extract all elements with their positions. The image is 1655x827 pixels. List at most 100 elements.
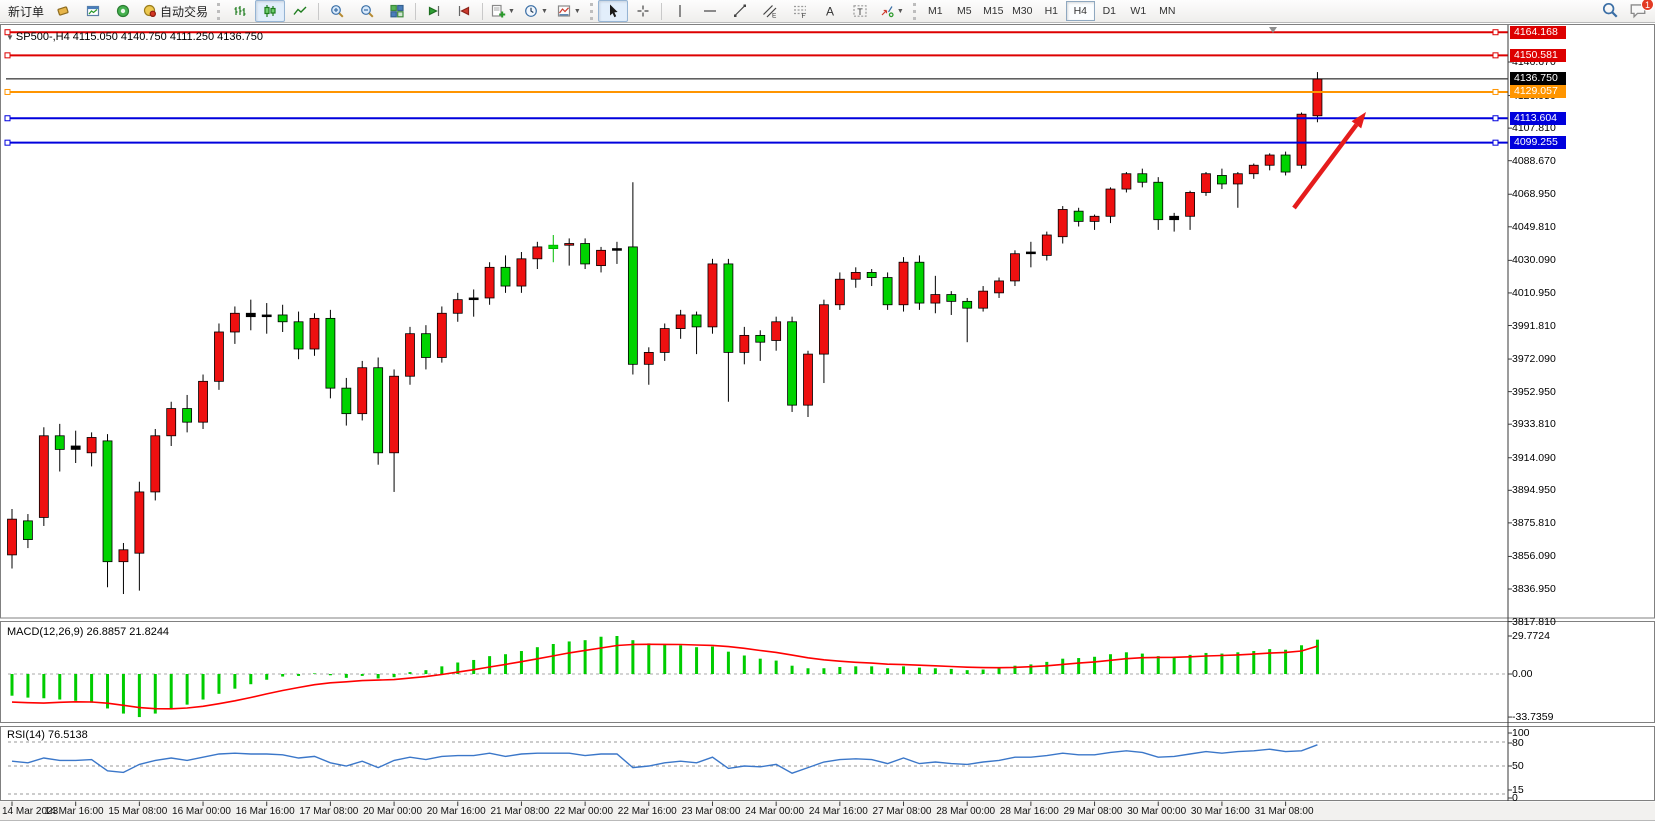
svg-text:T: T xyxy=(857,7,863,17)
macd-histogram xyxy=(10,635,1319,718)
line-handle[interactable] xyxy=(1492,88,1499,95)
main-toolbar: 新订单 自动交易 ▼ ▼ ▼ E F A T ▼ M1 M5 M15 M30 H1 H4 D1 W1 MN 1 xyxy=(0,0,1655,23)
timeframe-button-m15[interactable]: M15 xyxy=(983,5,1004,17)
line-handle[interactable] xyxy=(1492,139,1499,146)
chevron-down-icon: ▼ xyxy=(573,7,581,15)
line-chart-icon-button[interactable] xyxy=(285,0,315,22)
vline-icon xyxy=(679,5,681,17)
horizontal-line-icon-button[interactable] xyxy=(695,0,725,22)
shiftend-icon xyxy=(458,6,470,16)
timeframe-button-m5[interactable]: M5 xyxy=(956,5,972,17)
robot-icon xyxy=(143,4,157,18)
text-label-icon-button[interactable]: T xyxy=(845,0,875,22)
alerts-icon-button[interactable] xyxy=(108,0,138,22)
crosshair-icon xyxy=(637,5,649,17)
notifications-icon-button[interactable]: 1 xyxy=(1629,0,1654,19)
notification-badge: 1 xyxy=(1641,0,1654,11)
tile-windows-icon-button[interactable] xyxy=(382,0,412,22)
tag-icon xyxy=(57,6,69,16)
period-icon-button[interactable]: ▼ xyxy=(519,0,552,22)
svg-text:A: A xyxy=(826,5,834,19)
autotrading-button-label: 自动交易 xyxy=(160,4,209,19)
line-handle[interactable] xyxy=(1492,115,1499,122)
toolbar-separator xyxy=(415,2,417,20)
crosshair-icon-button[interactable] xyxy=(628,0,658,22)
chevron-down-icon: ▼ xyxy=(896,7,904,15)
candles-icon xyxy=(264,5,276,17)
trend-arrow-head[interactable] xyxy=(1351,112,1366,129)
search-icon-button[interactable] xyxy=(1601,1,1619,19)
cursor-icon-button[interactable] xyxy=(597,0,628,22)
svg-text:E: E xyxy=(772,13,777,20)
toolbar-separator xyxy=(482,2,484,20)
search-icon xyxy=(1602,2,1618,18)
timeframe-button-m30[interactable]: M30 xyxy=(1012,5,1033,17)
text-icon-button[interactable]: A xyxy=(815,0,845,22)
auto-scroll-icon-button[interactable] xyxy=(419,0,449,22)
vertical-line-icon-button[interactable] xyxy=(665,0,695,22)
clock-icon xyxy=(525,5,537,17)
zoom-out-icon-button[interactable] xyxy=(352,0,382,22)
fibo-icon: F xyxy=(793,5,806,19)
bar-chart-icon-button[interactable] xyxy=(225,0,255,22)
line-handle[interactable] xyxy=(1492,52,1499,59)
zoomout-icon xyxy=(361,5,374,18)
timeframe-button-mn[interactable]: MN xyxy=(1159,5,1176,17)
timeframe-button-d1[interactable]: D1 xyxy=(1102,5,1116,17)
rsi-line xyxy=(11,744,1318,774)
new-order-button-label: 新订单 xyxy=(8,4,45,19)
shapes-icon xyxy=(881,6,894,18)
autotrading-button[interactable]: 自动交易 xyxy=(138,0,212,22)
candlestick-chart-icon-button[interactable] xyxy=(255,0,286,22)
template-icon-button[interactable]: ▼ xyxy=(552,0,585,22)
autoscroll-icon xyxy=(428,6,440,16)
chevron-down-icon: ▼ xyxy=(508,7,515,15)
textlabel-icon: T xyxy=(853,5,867,17)
cursor-icon xyxy=(609,4,618,18)
line-handle[interactable] xyxy=(4,139,11,146)
arrows-icon-button[interactable]: ▼ xyxy=(875,0,908,22)
channel-icon: E xyxy=(762,5,777,20)
texta-icon: A xyxy=(826,5,834,19)
svg-text:F: F xyxy=(801,13,805,19)
zoom-in-icon-button[interactable] xyxy=(322,0,352,22)
line-handle[interactable] xyxy=(4,88,11,95)
chartwin-icon xyxy=(86,5,100,17)
candlestick-series[interactable] xyxy=(7,72,1323,595)
chart-window-icon-button[interactable] xyxy=(78,0,108,22)
chevron-down-icon: ▼ xyxy=(540,7,548,15)
chart-shift-icon-button[interactable] xyxy=(449,0,479,22)
zoomin-icon xyxy=(331,5,344,18)
new-chart-icon-button[interactable]: ▼ xyxy=(486,0,519,22)
toolbar-separator xyxy=(660,2,662,20)
tiles-icon xyxy=(390,4,404,18)
chart-shift-marker[interactable] xyxy=(1269,27,1277,33)
trendline-icon-button[interactable] xyxy=(725,0,755,22)
line-handle[interactable] xyxy=(4,52,11,59)
new-order-button[interactable]: 新订单 xyxy=(4,0,48,22)
toolbar-grip[interactable] xyxy=(589,2,593,20)
toolbar-grip[interactable] xyxy=(912,2,916,20)
symbols-icon-button[interactable] xyxy=(48,0,78,22)
radar-icon xyxy=(116,4,130,18)
line-handle[interactable] xyxy=(4,115,11,122)
bars-icon xyxy=(234,6,246,16)
trend-arrow[interactable] xyxy=(1292,123,1359,210)
timeframe-button-w1[interactable]: W1 xyxy=(1130,5,1147,17)
toolbar-grip[interactable] xyxy=(217,2,221,20)
trend-icon xyxy=(733,4,746,17)
channel-icon-button[interactable]: E xyxy=(755,0,785,22)
fibonacci-icon-button[interactable]: F xyxy=(785,0,815,22)
newchart-icon xyxy=(491,4,506,18)
template-icon xyxy=(557,5,571,17)
hline-icon xyxy=(703,10,716,12)
macd-signal-line xyxy=(11,643,1318,710)
line-handle[interactable] xyxy=(4,29,11,36)
toolbar-separator xyxy=(318,2,320,20)
line-handle[interactable] xyxy=(1492,29,1499,36)
timeframe-button-m1[interactable]: M1 xyxy=(927,5,943,17)
timeframe-button-h4[interactable]: H4 xyxy=(1065,1,1095,21)
timeframe-button-h1[interactable]: H1 xyxy=(1044,5,1058,17)
